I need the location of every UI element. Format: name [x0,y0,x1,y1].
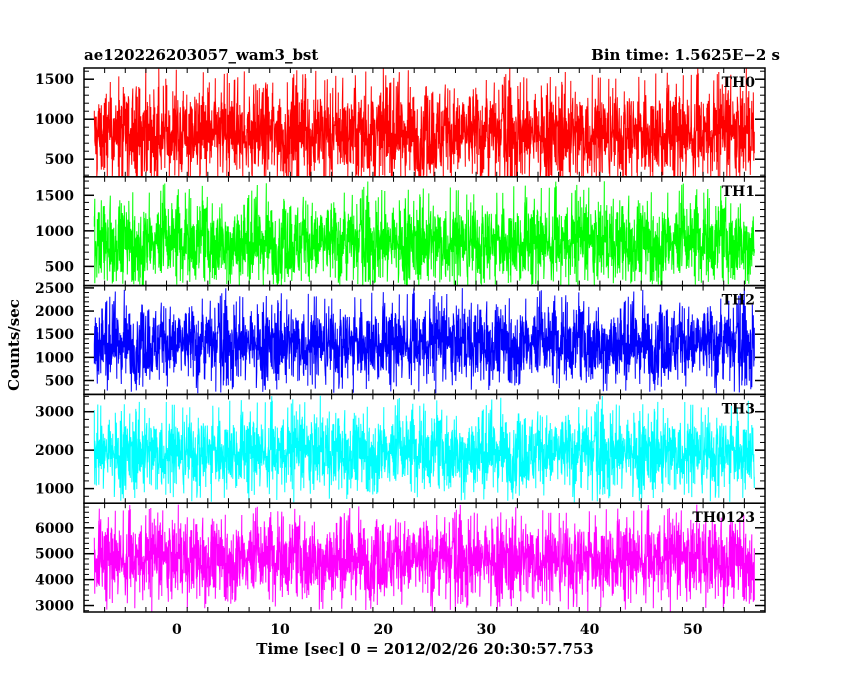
series-th1-trace [93,181,755,286]
y-tick-label: 2000 [35,443,74,459]
x-axis-label: Time [sec] 0 = 2012/02/26 20:30:57.753 [256,640,593,658]
x-tick-label: 0 [172,622,182,638]
series-th2-trace [93,288,755,394]
x-tick-label: 20 [373,622,393,638]
channel-label: TH0 [722,75,756,91]
x-axis-ticks: 0 10 20 30 40 50 [172,622,703,638]
panel-frame [83,502,766,613]
y-tick-label: 1500 [35,72,74,88]
panel-stack: 500 1000 1500 TH0 500 1000 1500 TH1 500 1000 1500 2… [35,67,766,615]
channel-label: TH2 [722,293,755,309]
y-tick-label: 1000 [35,224,74,240]
y-tick-label: 1000 [35,482,74,498]
x-tick-label: 50 [683,622,703,638]
panel-th2: 500 1000 1500 2000 2500 TH2 [35,281,766,396]
series-th0123-trace [93,504,755,612]
chart-title: ae120226203057_wam3_bst [84,46,318,64]
y-tick-label: 2000 [35,304,74,320]
channel-label: TH0123 [692,510,755,526]
x-tick-label: 40 [580,622,600,638]
panel-th1: 500 1000 1500 TH1 [35,176,766,287]
y-tick-label: 4000 [35,573,74,589]
channel-label: TH3 [722,401,755,417]
y-tick-label: 5000 [35,547,74,563]
x-tick-label: 30 [477,622,497,638]
y-tick-label: 3000 [35,599,74,615]
x-tick-label: 10 [270,622,290,638]
y-tick-label: 2500 [35,281,74,297]
y-tick-label: 1500 [35,188,74,204]
series-th3-trace [93,395,755,503]
y-tick-label: 500 [45,259,74,275]
series-th0-trace [93,67,755,178]
y-tick-label: 1000 [35,350,74,366]
bin-time-label: Bin time: 1.5625E−2 s [591,46,780,64]
panel-th0: 500 1000 1500 TH0 [35,67,766,178]
y-tick-label: 6000 [35,521,74,537]
y-tick-label: 1000 [35,112,74,128]
y-axis-label: Counts/sec [5,299,23,391]
y-tick-label: 1500 [35,327,74,343]
y-tick-label: 500 [45,374,74,390]
y-tick-label: 3000 [35,405,74,421]
y-tick-label: 500 [45,152,74,168]
panel-th0123: 3000 4000 5000 6000 TH0123 [35,502,766,615]
channel-label: TH1 [722,184,755,200]
panel-th3: 1000 2000 3000 TH3 [35,393,766,504]
